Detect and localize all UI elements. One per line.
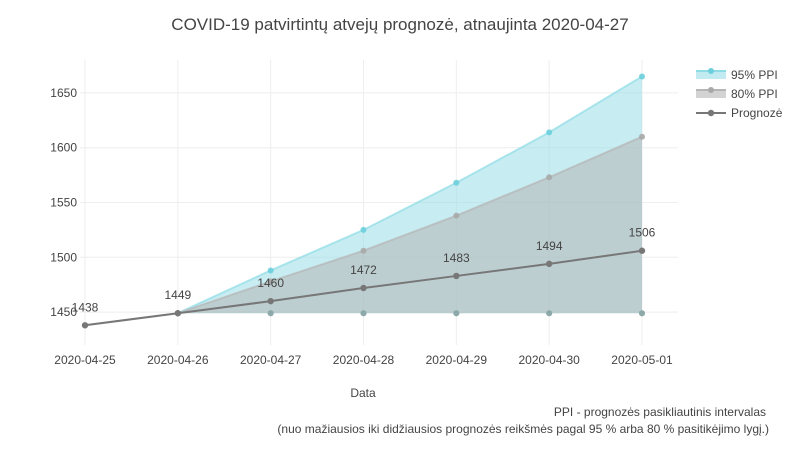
data-label: 1472 <box>350 263 377 277</box>
legend-marker <box>707 109 715 117</box>
forecast-point <box>638 247 646 254</box>
legend-label: 95% PPI <box>731 68 778 82</box>
band-upper-point <box>453 212 460 219</box>
x-tick-label: 2020-04-27 <box>240 353 302 367</box>
legend-swatch <box>696 90 726 98</box>
data-label: 1494 <box>536 239 563 253</box>
forecast-point <box>545 260 553 268</box>
forecast-point <box>81 322 89 329</box>
footnote-line-1: PPI - prognozės pasikliautinis intervala… <box>554 405 766 419</box>
band-lower-point <box>546 310 553 317</box>
y-tick-label: 1450 <box>50 305 77 319</box>
x-axis-title: Data <box>350 386 376 400</box>
band-upper-point <box>267 278 274 285</box>
y-tick-label: 1600 <box>50 141 77 155</box>
band-lower-point <box>267 310 274 317</box>
band-upper-point <box>546 174 553 181</box>
x-tick-label: 2020-04-25 <box>54 353 116 367</box>
x-tick-label: 2020-04-29 <box>426 353 488 367</box>
band-upper-point <box>360 247 367 254</box>
band-upper-point <box>639 133 645 140</box>
x-tick-label: 2020-04-28 <box>333 353 395 367</box>
data-label: 1438 <box>72 300 99 314</box>
data-label: 1460 <box>257 276 284 290</box>
band-lower-point <box>639 310 645 317</box>
y-tick-label: 1650 <box>50 86 77 100</box>
legend-label: Prognozė <box>731 106 783 120</box>
band-upper-point <box>267 267 274 274</box>
data-label: 1506 <box>629 226 656 240</box>
y-tick-label: 1500 <box>50 250 77 264</box>
band-lower-point <box>453 310 460 317</box>
forecast-point <box>453 272 460 280</box>
forecast-point <box>174 310 182 317</box>
chart-title: COVID-19 patvirtintų atvejų prognozė, at… <box>171 15 628 34</box>
forecast-point <box>360 284 367 292</box>
x-tick-label: 2020-04-26 <box>147 353 209 367</box>
data-label: 1449 <box>164 288 191 302</box>
legend-marker <box>708 87 714 93</box>
y-tick-label: 1550 <box>50 196 77 210</box>
band-upper-point <box>360 226 367 233</box>
forecast-point <box>267 297 274 305</box>
band-upper-point <box>639 73 645 80</box>
band-upper-point <box>546 129 553 136</box>
band-upper-line-80 <box>177 135 643 315</box>
data-label: 1483 <box>443 251 470 265</box>
x-tick-label: 2020-05-01 <box>611 353 673 367</box>
band-lower-point <box>360 310 367 317</box>
band-upper-point <box>453 179 460 186</box>
footnote-line-2: (nuo mažiausios iki didžiausios prognozė… <box>277 422 769 436</box>
legend-swatch <box>696 71 726 79</box>
band-upper-line-95 <box>177 75 643 315</box>
x-tick-label: 2020-04-30 <box>518 353 580 367</box>
legend-marker <box>708 68 714 74</box>
legend-label: 80% PPI <box>731 87 778 101</box>
band-area-80 <box>177 136 643 314</box>
